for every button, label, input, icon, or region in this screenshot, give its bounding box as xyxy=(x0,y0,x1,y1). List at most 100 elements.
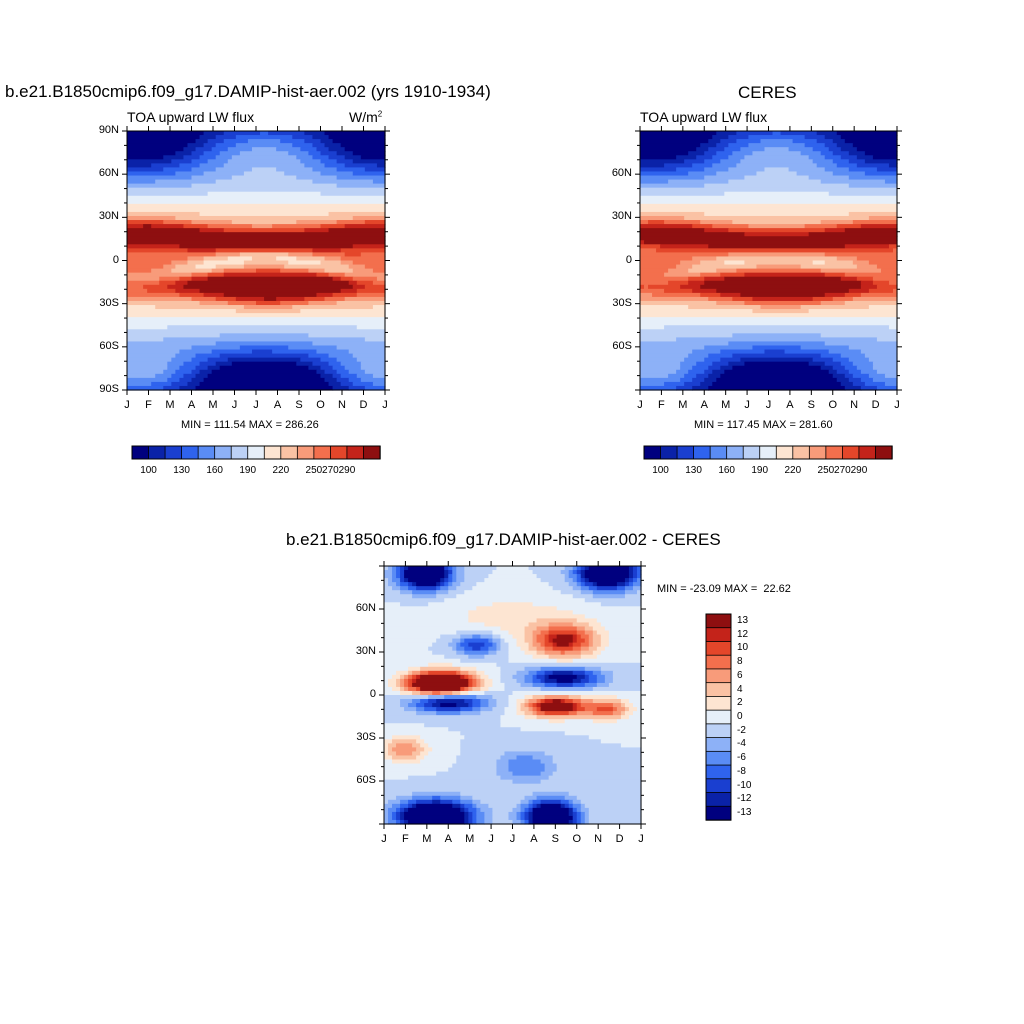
model-field-cell xyxy=(127,341,217,347)
ceres-field-cell xyxy=(668,280,689,286)
diff-colorbar-label: -6 xyxy=(737,752,746,764)
model-field-cell xyxy=(308,333,386,338)
model-field-cell xyxy=(223,131,261,136)
model-plot-xtick-label: D xyxy=(359,399,368,411)
diff-plot-ytick-label: 60S xyxy=(356,774,376,786)
diff-field-cell xyxy=(472,799,481,805)
diff-field-cell xyxy=(440,799,453,805)
model-field-cell xyxy=(300,147,318,152)
diff-field-cell xyxy=(624,582,630,587)
diff-field-cell xyxy=(484,670,502,676)
model-colorbar-label: 270 xyxy=(322,465,339,476)
diff-field-cell xyxy=(540,703,574,708)
diff-field-cell xyxy=(408,566,445,571)
model-field-cell xyxy=(207,272,225,278)
diff-field-cell xyxy=(516,755,534,761)
ceres-field-cell xyxy=(884,179,898,185)
ceres-colorbar-frame xyxy=(643,445,893,460)
ceres-field-cell xyxy=(640,288,665,294)
diff-field-cell xyxy=(440,634,461,640)
model-field-cell xyxy=(316,292,334,298)
ceres-field-cell xyxy=(840,361,854,367)
diff-field-cell xyxy=(464,590,562,595)
ceres-plot-xtick-label: J xyxy=(765,399,772,411)
model-field-cell xyxy=(324,163,346,169)
ceres-field-cell xyxy=(668,179,729,185)
model-field-cell xyxy=(344,252,362,258)
diff-field-cell xyxy=(464,735,590,740)
diff-field-cell xyxy=(584,574,630,579)
diff-field-cell xyxy=(492,807,514,813)
ceres-field-cell xyxy=(704,369,713,375)
ceres-field-cell xyxy=(640,345,705,351)
diff-field-cell xyxy=(572,682,586,688)
diff-field-cell xyxy=(492,815,510,821)
model-field-cell xyxy=(251,349,273,355)
model-field-cell xyxy=(191,151,205,156)
model-field-cell xyxy=(127,325,168,330)
model-field-cell xyxy=(316,349,350,355)
model-field-cell xyxy=(211,369,318,375)
diff-field-cell xyxy=(464,578,485,583)
diff-field-cell xyxy=(384,670,397,676)
diff-field-cell xyxy=(572,658,642,664)
diff-field-cell xyxy=(476,682,481,688)
diff-field-cell xyxy=(620,743,642,749)
diff-field-cell xyxy=(528,815,534,821)
diff-field-cell xyxy=(496,699,510,704)
diff-field-cell xyxy=(528,699,538,704)
model-field-cell xyxy=(171,381,189,387)
model-field-cell xyxy=(127,207,386,213)
ceres-field-cell xyxy=(836,256,858,262)
diff-field-cell xyxy=(436,594,457,599)
model-field-cell xyxy=(127,139,197,144)
model-field-cell xyxy=(340,361,362,367)
model-field-cell xyxy=(256,268,281,274)
diff-field-cell xyxy=(408,674,413,680)
diff-field-cell xyxy=(384,686,393,692)
diff-field-cell xyxy=(572,642,582,648)
diff-field-cell xyxy=(572,634,578,640)
diff-field-cell xyxy=(476,803,490,809)
diff-plot-xtick-label: A xyxy=(444,833,452,845)
model-colorbar-label: 160 xyxy=(206,465,223,476)
diff-field-cell xyxy=(556,682,574,688)
ceres-field-cell xyxy=(888,163,898,169)
diff-field-cell xyxy=(544,634,550,640)
model-field-cell xyxy=(372,280,386,286)
diff-field-cell xyxy=(428,751,461,757)
diff-field-cell xyxy=(396,811,401,817)
diff-field-cell xyxy=(492,678,502,684)
ceres-field-cell xyxy=(640,236,898,241)
ceres-field-cell xyxy=(868,305,898,310)
diff-field-cell xyxy=(404,578,409,583)
diff-field-cell xyxy=(436,586,441,591)
model-field-cell xyxy=(127,288,148,294)
ceres-field-cell xyxy=(680,260,701,266)
model-field-cell xyxy=(147,288,176,294)
diff-colorbar-swatch xyxy=(705,723,732,739)
diff-field-cell xyxy=(508,703,518,708)
model-field-cell xyxy=(352,244,386,249)
ceres-field-cell xyxy=(848,159,866,164)
ceres-field-cell xyxy=(752,151,802,156)
ceres-field-cell xyxy=(640,232,746,237)
ceres-field-cell xyxy=(640,377,681,383)
diff-field-cell xyxy=(528,819,534,825)
ceres-field-cell xyxy=(764,167,790,173)
diff-field-cell xyxy=(548,775,642,781)
diff-field-cell xyxy=(560,799,570,805)
diff-field-cell xyxy=(496,646,502,652)
units-text: W/m xyxy=(349,109,378,125)
ceres-field-cell xyxy=(844,365,858,371)
diff-field-cell xyxy=(388,582,397,587)
diff-field-cell xyxy=(576,618,598,624)
model-field-cell xyxy=(127,232,386,237)
ceres-field-cell xyxy=(640,264,677,270)
ceres-field-cell xyxy=(640,305,689,310)
model-field-cell xyxy=(320,260,342,266)
model-field-cell xyxy=(183,361,201,367)
diff-field-cell xyxy=(416,755,425,761)
model-field-cell xyxy=(167,365,180,371)
model-field-cell xyxy=(127,280,160,286)
